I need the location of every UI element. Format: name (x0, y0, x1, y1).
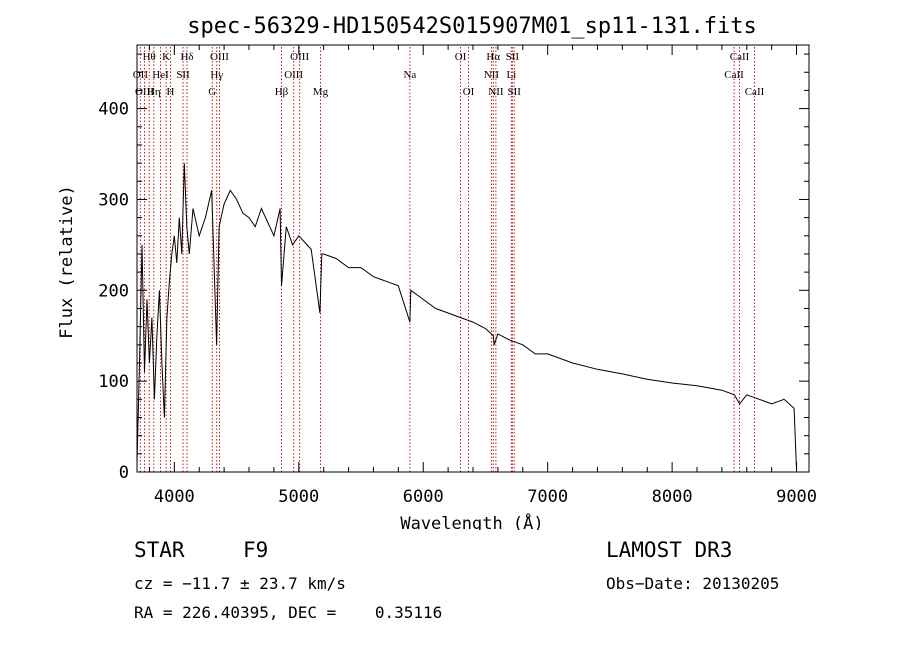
line-label-8: Hδ (180, 51, 193, 63)
plot-frame (136, 44, 810, 473)
line-label-15: Mg (313, 86, 329, 98)
line-label-25: CaII (730, 51, 750, 63)
x-tick-label-9000: 9000 (776, 487, 817, 507)
chart-title: spec-56329-HD150542S015907M01_sp11-131.f… (187, 14, 757, 39)
x-axis-label: Wavelength (Å) (400, 512, 543, 530)
x-tick-label-4000: 4000 (154, 487, 195, 507)
y-tick-label-400: 400 (98, 100, 129, 120)
line-label-16: Na (403, 69, 416, 81)
line-label-23: NII (488, 86, 504, 98)
line-label-7: SII (176, 69, 190, 81)
x-tick-label-7000: 7000 (527, 487, 568, 507)
x-axis: 4000 5000 6000 7000 8000 9000 (148, 45, 817, 507)
y-axis: 0 100 200 300 400 (98, 53, 809, 483)
line-label-24: SII (507, 86, 521, 98)
spectrum-series (136, 163, 798, 473)
object-subclass: F9 (243, 538, 269, 562)
y-axis-label: Flux (relative) (57, 185, 77, 339)
line-label-12: OIII (290, 51, 309, 63)
line-label-3: K (162, 51, 170, 63)
object-class: STAR (134, 538, 185, 562)
spectrum-line-0 (136, 163, 798, 473)
line-label-11: G (208, 86, 216, 98)
line-label-5: Hη (147, 86, 161, 98)
y-tick-label-0: 0 (119, 463, 129, 483)
x-tick-label-8000: 8000 (652, 487, 693, 507)
y-tick-label-100: 100 (98, 372, 129, 392)
line-label-10: Hγ (210, 69, 223, 81)
line-label-13: OIII (284, 69, 303, 81)
line-label-18: OI (463, 86, 475, 98)
x-tick-label-6000: 6000 (403, 487, 444, 507)
line-label-6: H (166, 86, 174, 98)
line-label-2: OIII (135, 86, 154, 98)
spectrum-chart: spec-56329-HD150542S015907M01_sp11-131.f… (57, 14, 817, 530)
line-label-20: SII (506, 51, 520, 63)
line-label-21: NII (484, 69, 500, 81)
line-label-22: Li (506, 69, 516, 81)
line-label-1: OII (133, 69, 149, 81)
line-label-26: CaII (724, 69, 744, 81)
line-label-27: CaII (745, 86, 765, 98)
line-label-9: OIII (210, 51, 229, 63)
line-label-19: Hα (486, 51, 500, 63)
redshift-cz: cz = −11.7 ± 23.7 km/s (134, 574, 346, 593)
y-tick-label-300: 300 (98, 190, 129, 210)
coordinates: RA = 226.40395, DEC = 0.35116 (134, 603, 443, 622)
observation-date: Obs−Date: 20130205 (606, 574, 780, 593)
y-tick-label-200: 200 (98, 281, 129, 301)
survey-name: LAMOST DR3 (606, 538, 733, 562)
line-label-14: Hβ (275, 86, 289, 98)
line-label-4: HeI (152, 69, 169, 81)
line-label-0: Hθ (143, 51, 156, 63)
x-tick-label-5000: 5000 (278, 487, 319, 507)
line-label-17: OI (455, 51, 467, 63)
